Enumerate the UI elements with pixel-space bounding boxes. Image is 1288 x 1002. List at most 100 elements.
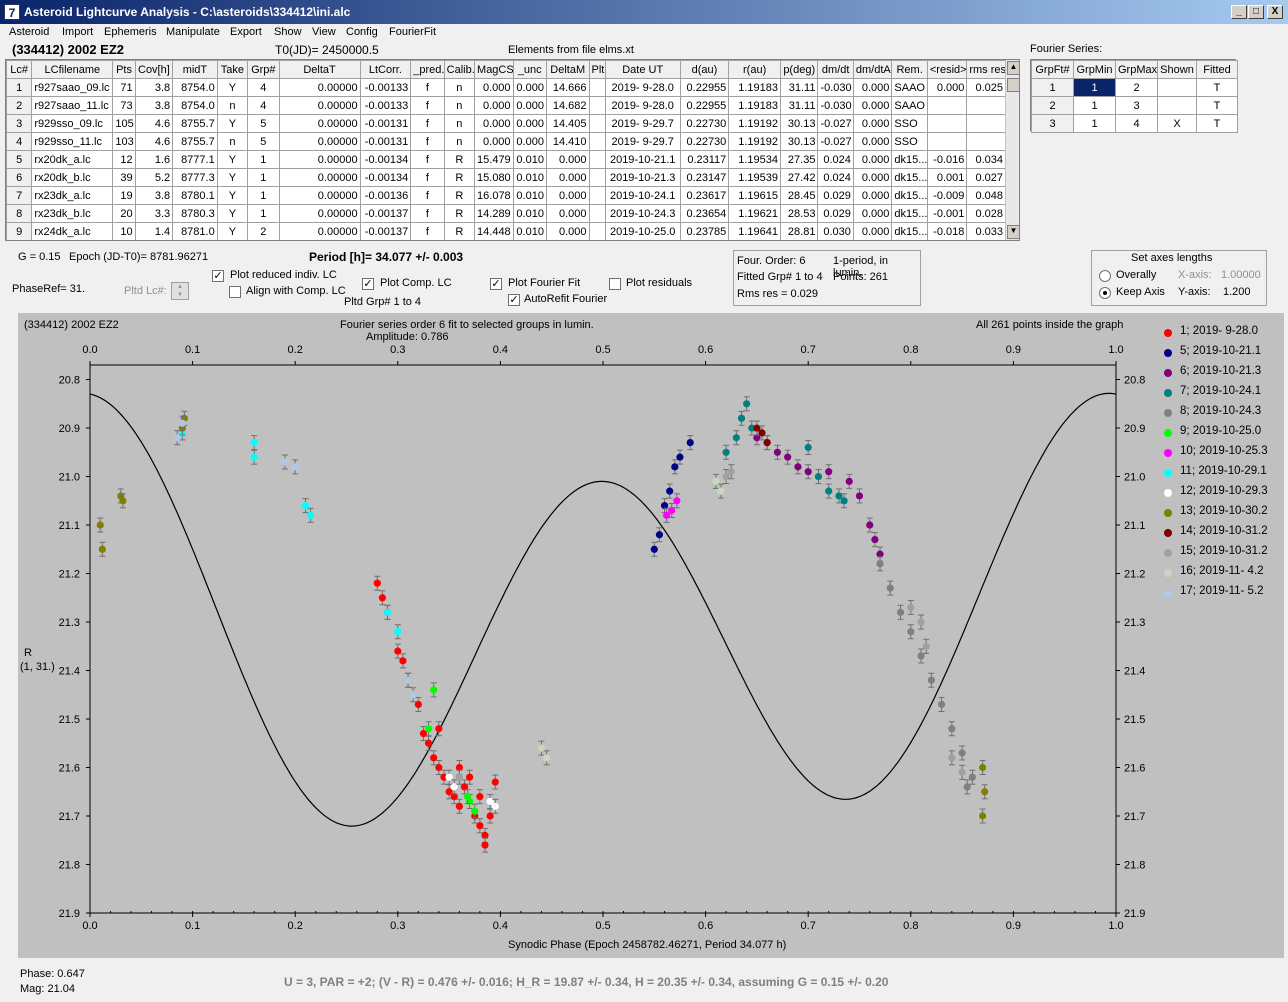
lc-table-cell[interactable]: rx20dk_b.lc <box>31 168 114 187</box>
plot-fourier-checkbox[interactable]: ✓ <box>490 278 502 290</box>
lc-table-cell[interactable]: 0.000 <box>545 150 590 169</box>
lc-table-cell[interactable]: n <box>443 132 476 151</box>
lc-table-row[interactable]: 6 rx20dk_b.lc 39 5.2 8777.3 Y 1 0.00000 -0.00134… <box>6 168 1006 187</box>
lc-table-cell[interactable]: f <box>410 150 445 169</box>
lc-table-cell[interactable]: 0.000 <box>512 96 547 115</box>
lc-table-cell[interactable]: 2019-10-21.1 <box>604 150 681 169</box>
lc-table-cell[interactable]: Y <box>216 222 249 240</box>
lc-table-cell[interactable]: 2019- 9-28.0 <box>604 96 681 115</box>
lc-table-cell[interactable] <box>588 114 606 133</box>
lc-table-cell[interactable]: 28.81 <box>779 222 819 240</box>
plot-comp-checkbox[interactable]: ✓ <box>362 278 374 290</box>
lc-table-cell[interactable]: 105 <box>112 114 136 133</box>
lc-table-cell[interactable]: 0.000 <box>926 78 968 97</box>
lc-table-cell[interactable]: -0.00133 <box>359 96 412 115</box>
lc-table-cell[interactable]: 1.19183 <box>728 96 781 115</box>
autorefit-checkbox[interactable]: ✓ <box>508 294 520 306</box>
lc-table-cell[interactable]: 0.000 <box>852 222 893 240</box>
lc-table-cell[interactable]: 0.024 <box>817 168 854 187</box>
lc-table-cell[interactable]: 15.080 <box>474 168 514 187</box>
lc-table-cell[interactable]: 1 <box>247 204 280 223</box>
lc-table-cell[interactable]: dk15... <box>891 222 928 240</box>
lc-table-cell[interactable]: -0.00134 <box>359 168 412 187</box>
lc-table-cell[interactable]: 0.000 <box>545 204 590 223</box>
lc-table-cell[interactable]: 31.11 <box>779 96 819 115</box>
lc-table-cell[interactable]: Y <box>216 78 249 97</box>
lc-table-cell[interactable]: 0.00000 <box>278 78 361 97</box>
fourier-cell[interactable]: T <box>1196 114 1238 133</box>
lc-table-cell[interactable]: rx24dk_a.lc <box>31 222 114 240</box>
lc-table-cell[interactable]: 0.029 <box>817 204 854 223</box>
lc-table-cell[interactable]: n <box>443 78 476 97</box>
lc-table-cell[interactable]: 0.010 <box>512 222 547 240</box>
lc-table-cell[interactable] <box>588 132 606 151</box>
lc-row-number[interactable]: 8 <box>6 204 33 223</box>
lc-table-cell[interactable]: 0.024 <box>817 150 854 169</box>
lc-table-cell[interactable]: 0.001 <box>926 168 968 187</box>
lc-column-header[interactable]: midT <box>172 60 218 79</box>
lc-table-cell[interactable]: -0.00137 <box>359 204 412 223</box>
scroll-down-icon[interactable]: ▼ <box>1007 225 1019 239</box>
keep-axis-radio[interactable] <box>1099 287 1111 299</box>
lc-table-row[interactable]: 5 rx20dk_a.lc 12 1.6 8777.1 Y 1 0.00000 -0.00134… <box>6 150 1006 169</box>
menu-manipulate[interactable]: Manipulate <box>166 26 220 38</box>
lc-table-cell[interactable]: R <box>443 168 476 187</box>
lc-table-cell[interactable]: 31.11 <box>779 78 819 97</box>
lc-table-cell[interactable]: 0.027 <box>966 168 1006 187</box>
lc-table-cell[interactable]: dk15... <box>891 150 928 169</box>
lc-table-cell[interactable]: 8777.3 <box>172 168 218 187</box>
fourier-cell[interactable] <box>1157 78 1197 97</box>
lc-table-cell[interactable]: 103 <box>112 132 136 151</box>
lc-column-header[interactable]: _unc <box>512 60 547 79</box>
lc-table-cell[interactable]: 0.033 <box>966 222 1006 240</box>
lc-row-number[interactable]: 1 <box>6 78 33 97</box>
lc-table-cell[interactable]: r927saao_09.lc <box>31 78 114 97</box>
lc-table-cell[interactable]: 0.000 <box>852 168 893 187</box>
menu-ephemeris[interactable]: Ephemeris <box>104 26 157 38</box>
lc-table-cell[interactable]: 15.479 <box>474 150 514 169</box>
lc-table-cell[interactable]: Y <box>216 204 249 223</box>
fourier-row-number[interactable]: 3 <box>1031 114 1074 133</box>
lc-table-cell[interactable]: 28.53 <box>779 204 819 223</box>
lc-column-header[interactable]: Date UT <box>604 60 681 79</box>
lc-table-cell[interactable]: 0.00000 <box>278 96 361 115</box>
lc-table-cell[interactable]: 0.00000 <box>278 168 361 187</box>
lc-table-cell[interactable]: dk15... <box>891 168 928 187</box>
lc-table-cell[interactable]: r927saao_11.lc <box>31 96 114 115</box>
lc-table-row[interactable]: 8 rx23dk_b.lc 20 3.3 8780.3 Y 1 0.00000 -0.00137… <box>6 204 1006 223</box>
lc-column-header[interactable]: Lc# <box>6 60 33 79</box>
scroll-up-icon[interactable]: ▲ <box>1007 61 1019 75</box>
lc-table-cell[interactable]: n <box>443 96 476 115</box>
lc-table-cell[interactable]: R <box>443 204 476 223</box>
lc-table-cell[interactable]: r929sso_11.lc <box>31 132 114 151</box>
lc-table-cell[interactable]: 14.682 <box>545 96 590 115</box>
lc-table-cell[interactable]: 14.666 <box>545 78 590 97</box>
lc-table-cell[interactable]: 0.000 <box>545 186 590 205</box>
fourier-column-header[interactable]: GrpMin <box>1073 60 1116 79</box>
lc-table-cell[interactable]: 28.45 <box>779 186 819 205</box>
lc-table-cell[interactable]: 8754.0 <box>172 78 218 97</box>
lc-table-cell[interactable] <box>588 204 606 223</box>
lc-table-cell[interactable]: rx23dk_a.lc <box>31 186 114 205</box>
lc-column-header[interactable]: p(deg) <box>779 60 819 79</box>
lc-table-cell[interactable]: 0.000 <box>474 132 514 151</box>
lc-column-header[interactable]: d(au) <box>679 60 730 79</box>
lc-column-header[interactable]: DeltaM <box>545 60 590 79</box>
lc-table-cell[interactable]: 8755.7 <box>172 114 218 133</box>
lc-column-header[interactable]: MagCS <box>474 60 514 79</box>
lc-column-header[interactable]: dm/dtA <box>852 60 893 79</box>
lc-table-cell[interactable]: 1.19183 <box>728 78 781 97</box>
lc-table-cell[interactable]: 0.22730 <box>679 132 730 151</box>
lc-table-cell[interactable]: 0.048 <box>966 186 1006 205</box>
lc-table-cell[interactable] <box>966 114 1006 133</box>
lc-table-cell[interactable]: 73 <box>112 96 136 115</box>
lc-table-cell[interactable] <box>926 114 968 133</box>
lc-table-cell[interactable] <box>926 96 968 115</box>
lc-table-cell[interactable]: n <box>216 96 249 115</box>
lc-table-cell[interactable]: 0.000 <box>474 78 514 97</box>
lc-table-cell[interactable]: f <box>410 114 445 133</box>
y-axis-value[interactable]: 1.200 <box>1223 286 1251 298</box>
